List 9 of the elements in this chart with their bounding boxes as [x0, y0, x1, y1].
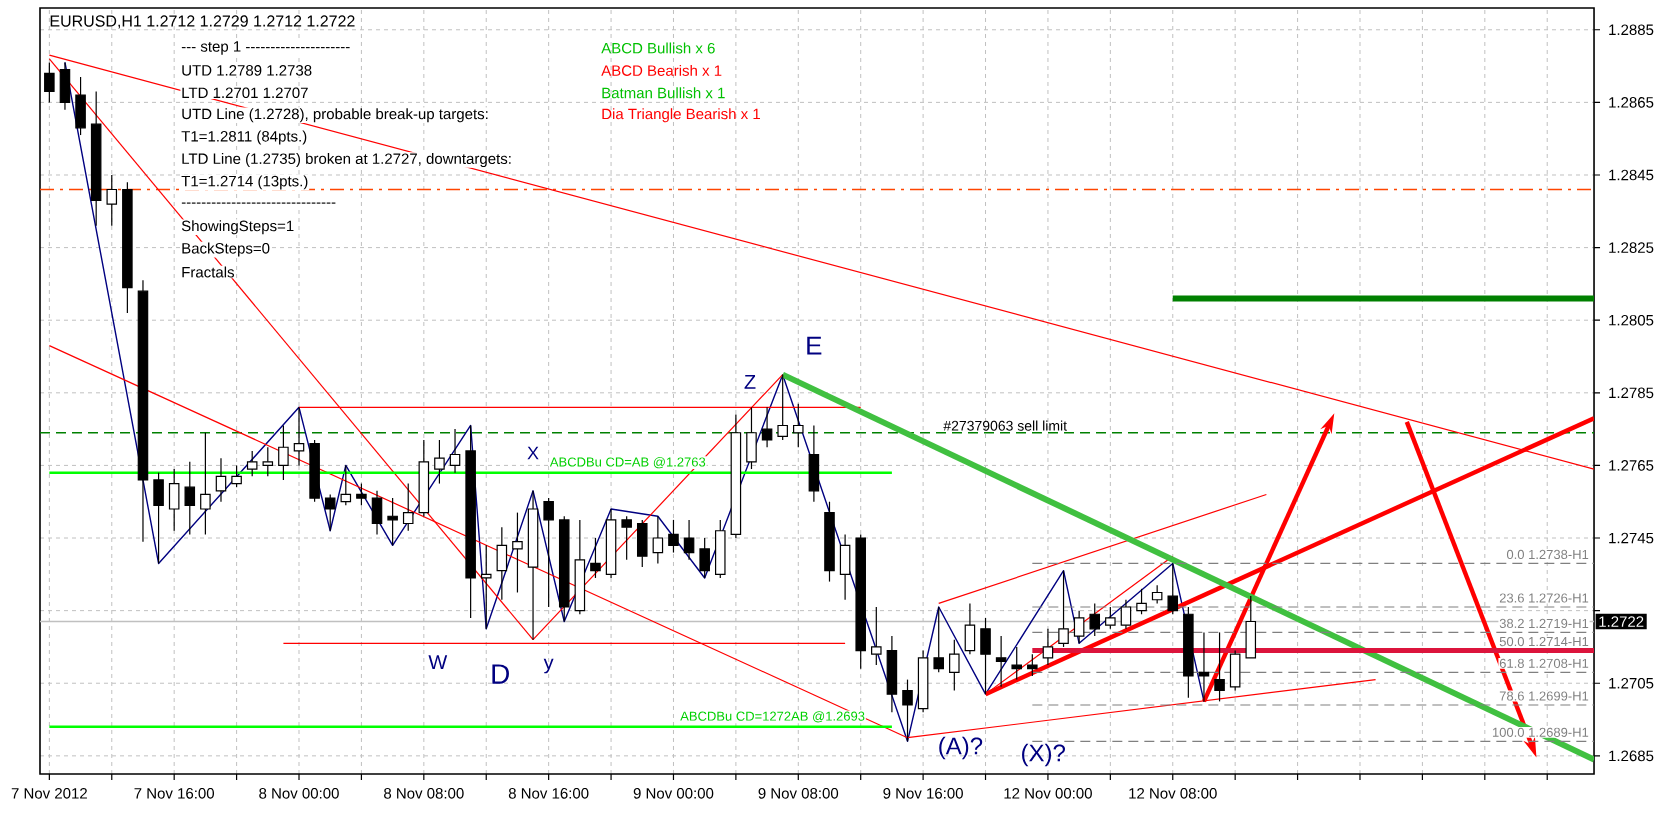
annotation: (X)? — [1022, 743, 1065, 767]
annotation: Z — [744, 375, 756, 389]
annotation: W — [428, 655, 448, 669]
chart-title: EURUSD,H1 1.2712 1.2729 1.2712 1.2722 — [50, 15, 355, 29]
annotation: y — [543, 658, 554, 674]
annotation: X — [527, 446, 539, 460]
annotation: D — [492, 664, 509, 684]
annotation: E — [807, 336, 822, 355]
annotation: (A)? — [939, 736, 983, 760]
